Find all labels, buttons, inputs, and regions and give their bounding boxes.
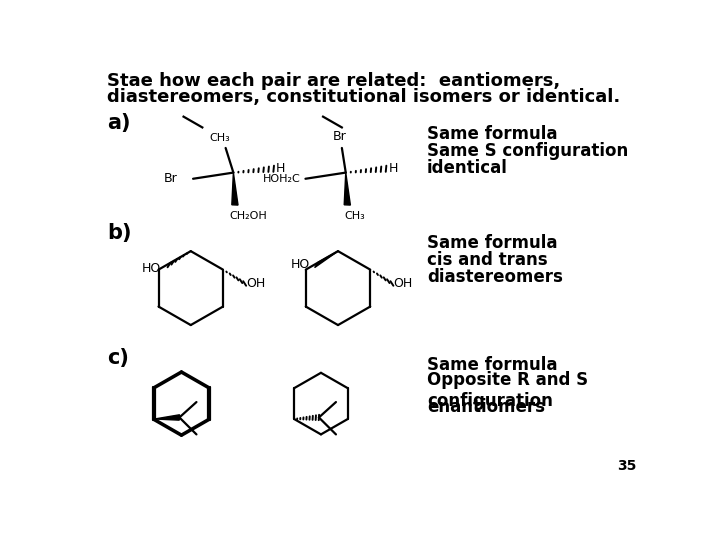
Text: H: H [276,162,285,176]
Text: Br: Br [164,172,178,185]
Text: b): b) [107,222,132,242]
Text: Same formula: Same formula [427,234,557,252]
Polygon shape [344,173,351,205]
Text: HO: HO [142,261,161,274]
Polygon shape [155,415,179,420]
Text: OH: OH [393,277,413,290]
Polygon shape [232,173,238,205]
Text: CH₃: CH₃ [209,133,230,143]
Text: H: H [388,162,397,176]
Text: diastereomers, constitutional isomers or identical.: diastereomers, constitutional isomers or… [107,88,621,106]
Text: identical: identical [427,159,508,177]
Text: HO: HO [291,259,310,272]
Text: Opposite R and S
configuration: Opposite R and S configuration [427,372,588,410]
Text: OH: OH [246,277,266,290]
Text: enantiomers: enantiomers [427,398,545,416]
Text: Stae how each pair are related:  eantiomers,: Stae how each pair are related: eantiome… [107,72,560,91]
Text: Same formula: Same formula [427,356,557,374]
Text: 35: 35 [617,459,636,473]
Text: a): a) [107,112,130,132]
Text: Same S configuration: Same S configuration [427,142,629,160]
Text: Br: Br [333,130,346,143]
Text: CH₃: CH₃ [344,211,365,221]
Text: HOH₂C: HOH₂C [263,174,301,184]
Text: CH₂OH: CH₂OH [230,211,267,221]
Text: cis and trans: cis and trans [427,251,548,269]
Text: Same formula: Same formula [427,125,557,143]
Text: c): c) [107,348,129,368]
Text: diastereomers: diastereomers [427,268,563,286]
Polygon shape [315,251,338,268]
